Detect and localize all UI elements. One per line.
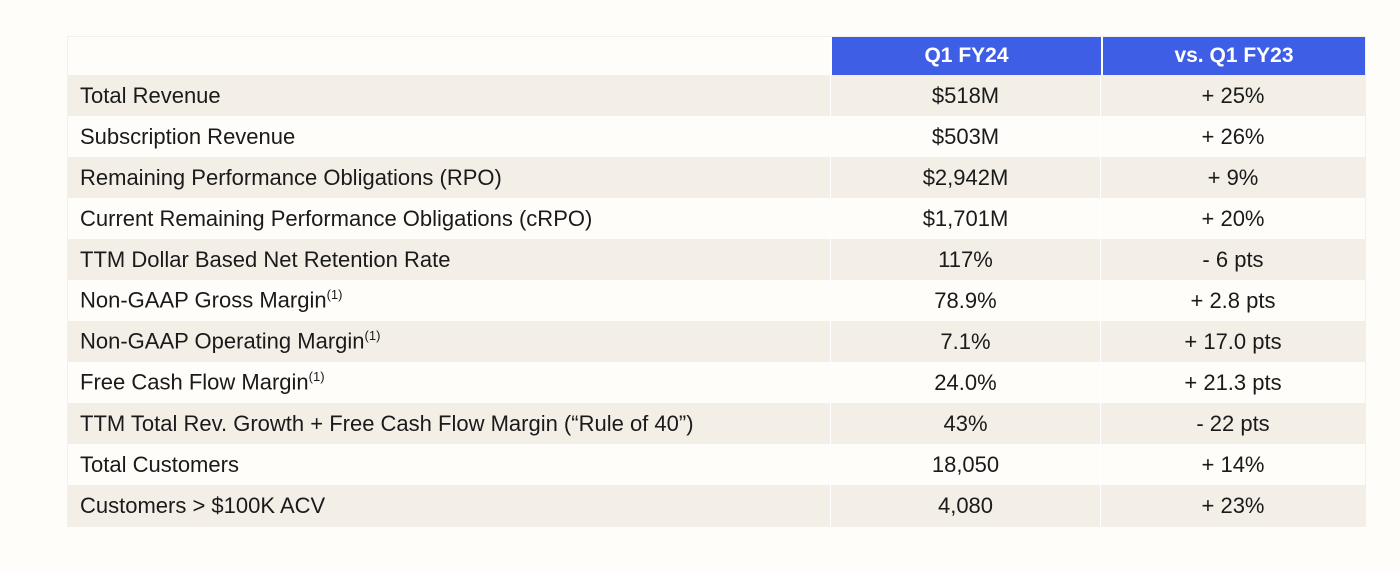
metric-value: 18,050 <box>830 444 1100 485</box>
metric-value: 78.9% <box>830 280 1100 321</box>
metric-label: Total Customers <box>68 452 830 478</box>
metric-label: Subscription Revenue <box>68 124 830 150</box>
footnote-marker: (1) <box>326 287 343 303</box>
metric-label: Current Remaining Performance Obligation… <box>68 206 830 232</box>
table-row: Current Remaining Performance Obligation… <box>68 198 1365 239</box>
metric-text: Customers > $100K ACV <box>80 492 326 518</box>
metric-label: Free Cash Flow Margin(1) <box>68 369 830 395</box>
metric-change: + 26% <box>1100 116 1365 157</box>
metric-value: $2,942M <box>830 157 1100 198</box>
metric-change: + 20% <box>1100 198 1365 239</box>
metric-text: Non-GAAP Operating Margin <box>80 328 365 354</box>
header-vs-q1-fy23: vs. Q1 FY23 <box>1101 37 1365 75</box>
metric-change: + 9% <box>1100 157 1365 198</box>
footnote-marker: (1) <box>364 328 381 344</box>
metric-value: 4,080 <box>830 485 1100 526</box>
table-row: Total Customers 18,050 + 14% <box>68 444 1365 485</box>
table-row: Free Cash Flow Margin(1) 24.0% + 21.3 pts <box>68 362 1365 403</box>
metric-change: + 2.8 pts <box>1100 280 1365 321</box>
header-blank <box>68 37 830 75</box>
metric-value: 24.0% <box>830 362 1100 403</box>
metric-text: TTM Dollar Based Net Retention Rate <box>80 246 451 272</box>
metric-text: Remaining Performance Obligations (RPO) <box>80 164 502 190</box>
header-q1-fy24: Q1 FY24 <box>830 37 1101 75</box>
metric-label: TTM Total Rev. Growth + Free Cash Flow M… <box>68 411 830 437</box>
table-row: TTM Total Rev. Growth + Free Cash Flow M… <box>68 403 1365 444</box>
table-row: TTM Dollar Based Net Retention Rate 117% -… <box>68 239 1365 280</box>
metric-change: + 21.3 pts <box>1100 362 1365 403</box>
metric-change: + 17.0 pts <box>1100 321 1365 362</box>
table-row: Non-GAAP Operating Margin(1) 7.1% + 17.0 p… <box>68 321 1365 362</box>
metric-value: $1,701M <box>830 198 1100 239</box>
table-row: Customers > $100K ACV 4,080 + 23% <box>68 485 1365 526</box>
metric-change: + 23% <box>1100 485 1365 526</box>
metric-value: 7.1% <box>830 321 1100 362</box>
metric-change: - 22 pts <box>1100 403 1365 444</box>
table-header: Q1 FY24 vs. Q1 FY23 <box>68 37 1365 75</box>
metric-label: Customers > $100K ACV <box>68 493 830 519</box>
metric-label: Non-GAAP Operating Margin(1) <box>68 328 830 354</box>
metric-text: Non-GAAP Gross Margin <box>80 287 327 313</box>
metric-text: TTM Total Rev. Growth + Free Cash Flow M… <box>80 410 694 436</box>
table-row: Total Revenue $518M + 25% <box>68 75 1365 116</box>
table-row: Subscription Revenue $503M + 26% <box>68 116 1365 157</box>
metrics-table: Q1 FY24 vs. Q1 FY23 Total Revenue $518M + … <box>67 36 1366 527</box>
metric-text: Total Revenue <box>80 82 221 108</box>
metric-value: $518M <box>830 75 1100 116</box>
metric-value: 43% <box>830 403 1100 444</box>
metric-value: $503M <box>830 116 1100 157</box>
metric-text: Current Remaining Performance Obligation… <box>80 205 593 231</box>
metric-change: - 6 pts <box>1100 239 1365 280</box>
footnote-marker: (1) <box>308 369 325 385</box>
metric-label: Remaining Performance Obligations (RPO) <box>68 165 830 191</box>
metric-value: 117% <box>830 239 1100 280</box>
metric-label: Total Revenue <box>68 83 830 109</box>
metric-change: + 14% <box>1100 444 1365 485</box>
metric-change: + 25% <box>1100 75 1365 116</box>
metric-label: TTM Dollar Based Net Retention Rate <box>68 247 830 273</box>
table-body: Total Revenue $518M + 25% Subscription Reve… <box>68 75 1365 526</box>
metric-text: Subscription Revenue <box>80 123 296 149</box>
table-row: Non-GAAP Gross Margin(1) 78.9% + 2.8 pts <box>68 280 1365 321</box>
metric-label: Non-GAAP Gross Margin(1) <box>68 287 830 313</box>
metric-text: Total Customers <box>80 451 239 477</box>
metric-text: Free Cash Flow Margin <box>80 369 309 395</box>
table-row: Remaining Performance Obligations (RPO) $… <box>68 157 1365 198</box>
